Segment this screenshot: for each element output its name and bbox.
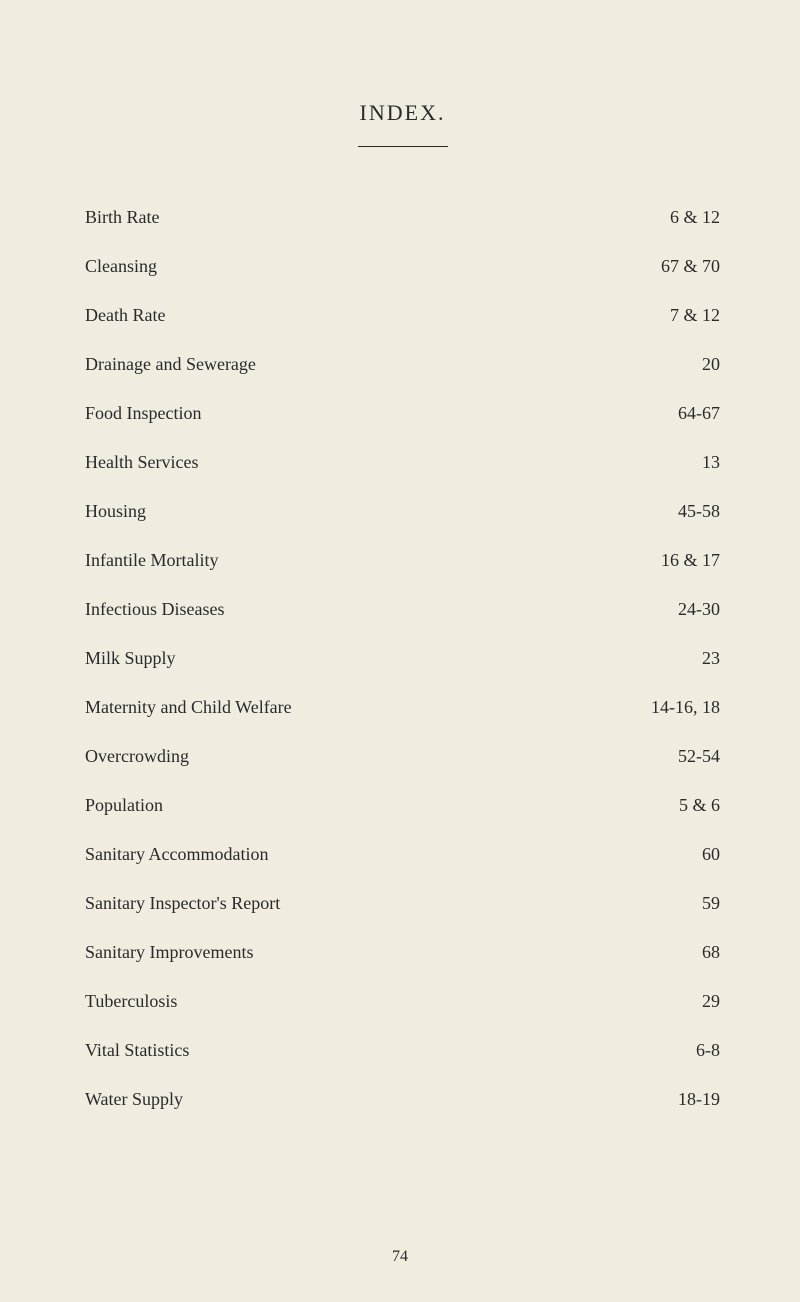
index-title: INDEX.	[85, 100, 720, 126]
entry-value: 6-8	[630, 1040, 720, 1061]
index-entry: Infantile Mortality 16 & 17	[85, 550, 720, 571]
entry-value: 6 & 12	[630, 207, 720, 228]
entry-label: Maternity and Child Welfare	[85, 697, 292, 718]
index-entry: Vital Statistics 6-8	[85, 1040, 720, 1061]
entry-label: Sanitary Improvements	[85, 942, 253, 963]
index-entry: Drainage and Sewerage 20	[85, 354, 720, 375]
entry-label: Cleansing	[85, 256, 157, 277]
entry-label: Birth Rate	[85, 207, 160, 228]
page-number: 74	[392, 1248, 408, 1266]
entry-label: Infantile Mortality	[85, 550, 218, 571]
entry-label: Food Inspection	[85, 403, 202, 424]
entry-label: Sanitary Inspector's Report	[85, 893, 280, 914]
entry-label: Sanitary Accommodation	[85, 844, 268, 865]
index-entry: Housing 45-58	[85, 501, 720, 522]
index-entry: Infectious Diseases 24-30	[85, 599, 720, 620]
entry-label: Vital Statistics	[85, 1040, 189, 1061]
entry-label: Health Services	[85, 452, 198, 473]
entry-value: 23	[630, 648, 720, 669]
index-list: Birth Rate 6 & 12 Cleansing 67 & 70 Deat…	[85, 207, 720, 1110]
entry-label: Water Supply	[85, 1089, 183, 1110]
entry-label: Milk Supply	[85, 648, 176, 669]
entry-label: Infectious Diseases	[85, 599, 224, 620]
entry-value: 14-16, 18	[630, 697, 720, 718]
index-entry: Milk Supply 23	[85, 648, 720, 669]
index-entry: Food Inspection 64-67	[85, 403, 720, 424]
index-entry: Sanitary Inspector's Report 59	[85, 893, 720, 914]
index-entry: Maternity and Child Welfare 14-16, 18	[85, 697, 720, 718]
entry-value: 68	[630, 942, 720, 963]
index-entry: Population 5 & 6	[85, 795, 720, 816]
index-entry: Water Supply 18-19	[85, 1089, 720, 1110]
index-entry: Health Services 13	[85, 452, 720, 473]
entry-value: 24-30	[630, 599, 720, 620]
entry-label: Tuberculosis	[85, 991, 177, 1012]
entry-value: 45-58	[630, 501, 720, 522]
entry-label: Death Rate	[85, 305, 165, 326]
index-entry: Sanitary Improvements 68	[85, 942, 720, 963]
index-entry: Cleansing 67 & 70	[85, 256, 720, 277]
entry-label: Drainage and Sewerage	[85, 354, 256, 375]
entry-value: 18-19	[630, 1089, 720, 1110]
entry-value: 59	[630, 893, 720, 914]
entry-label: Housing	[85, 501, 146, 522]
entry-value: 20	[630, 354, 720, 375]
index-entry: Death Rate 7 & 12	[85, 305, 720, 326]
index-entry: Sanitary Accommodation 60	[85, 844, 720, 865]
entry-value: 52-54	[630, 746, 720, 767]
title-underline	[358, 146, 448, 147]
entry-value: 5 & 6	[630, 795, 720, 816]
entry-value: 16 & 17	[630, 550, 720, 571]
index-entry: Tuberculosis 29	[85, 991, 720, 1012]
entry-value: 13	[630, 452, 720, 473]
index-entry: Birth Rate 6 & 12	[85, 207, 720, 228]
entry-value: 67 & 70	[630, 256, 720, 277]
index-entry: Overcrowding 52-54	[85, 746, 720, 767]
entry-value: 7 & 12	[630, 305, 720, 326]
entry-label: Overcrowding	[85, 746, 189, 767]
entry-value: 60	[630, 844, 720, 865]
entry-value: 29	[630, 991, 720, 1012]
entry-value: 64-67	[630, 403, 720, 424]
entry-label: Population	[85, 795, 163, 816]
